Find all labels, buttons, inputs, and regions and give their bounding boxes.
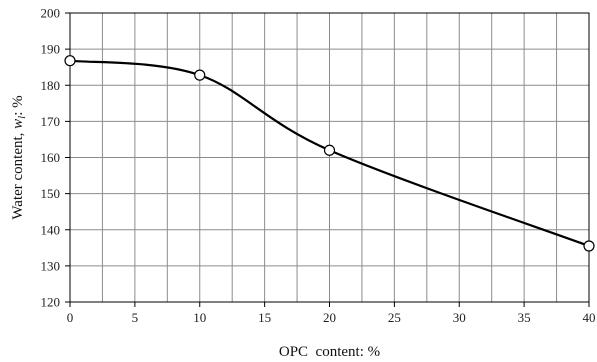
- y-tick-label: 120: [41, 295, 61, 310]
- y-tick-label: 150: [41, 186, 61, 201]
- x-tick-label: 0: [67, 310, 74, 325]
- y-tick-label: 200: [41, 6, 61, 21]
- y-axis-title: Water content, wl: %: [10, 95, 28, 219]
- y-tick-label: 170: [41, 114, 61, 129]
- x-tick-label: 25: [388, 310, 401, 325]
- x-tick-label: 35: [518, 310, 531, 325]
- y-tick-label: 180: [41, 78, 61, 93]
- x-tick-label: 30: [453, 310, 466, 325]
- y-tick-label: 130: [41, 258, 61, 273]
- data-point: [323, 144, 336, 156]
- data-point: [64, 55, 76, 67]
- y-axis-title-subscript: l: [16, 116, 28, 119]
- data-point: [194, 69, 206, 81]
- y-tick-label: 160: [41, 150, 61, 165]
- data-point: [583, 240, 595, 252]
- y-axis-title-symbol: w: [10, 119, 26, 129]
- x-tick-label: 40: [583, 310, 596, 325]
- y-axis-title-suffix: : %: [10, 95, 26, 115]
- x-tick-label: 20: [323, 310, 336, 325]
- x-tick-label: 15: [258, 310, 271, 325]
- tick-labels: 0 5 10 15 20 25 30 35 40 120 130 140 150 160 170 180 190…: [41, 6, 596, 326]
- series-layer: [64, 55, 595, 252]
- y-axis-title-prefix: Water content,: [10, 129, 26, 220]
- y-tick-label: 190: [41, 42, 61, 57]
- x-tick-label: 5: [132, 310, 139, 325]
- grid: [69, 12, 590, 303]
- series-line: [69, 59, 590, 248]
- x-tick-label: 10: [193, 310, 206, 325]
- y-tick-label: 140: [41, 222, 61, 237]
- x-axis-title: OPC content: %: [279, 344, 380, 360]
